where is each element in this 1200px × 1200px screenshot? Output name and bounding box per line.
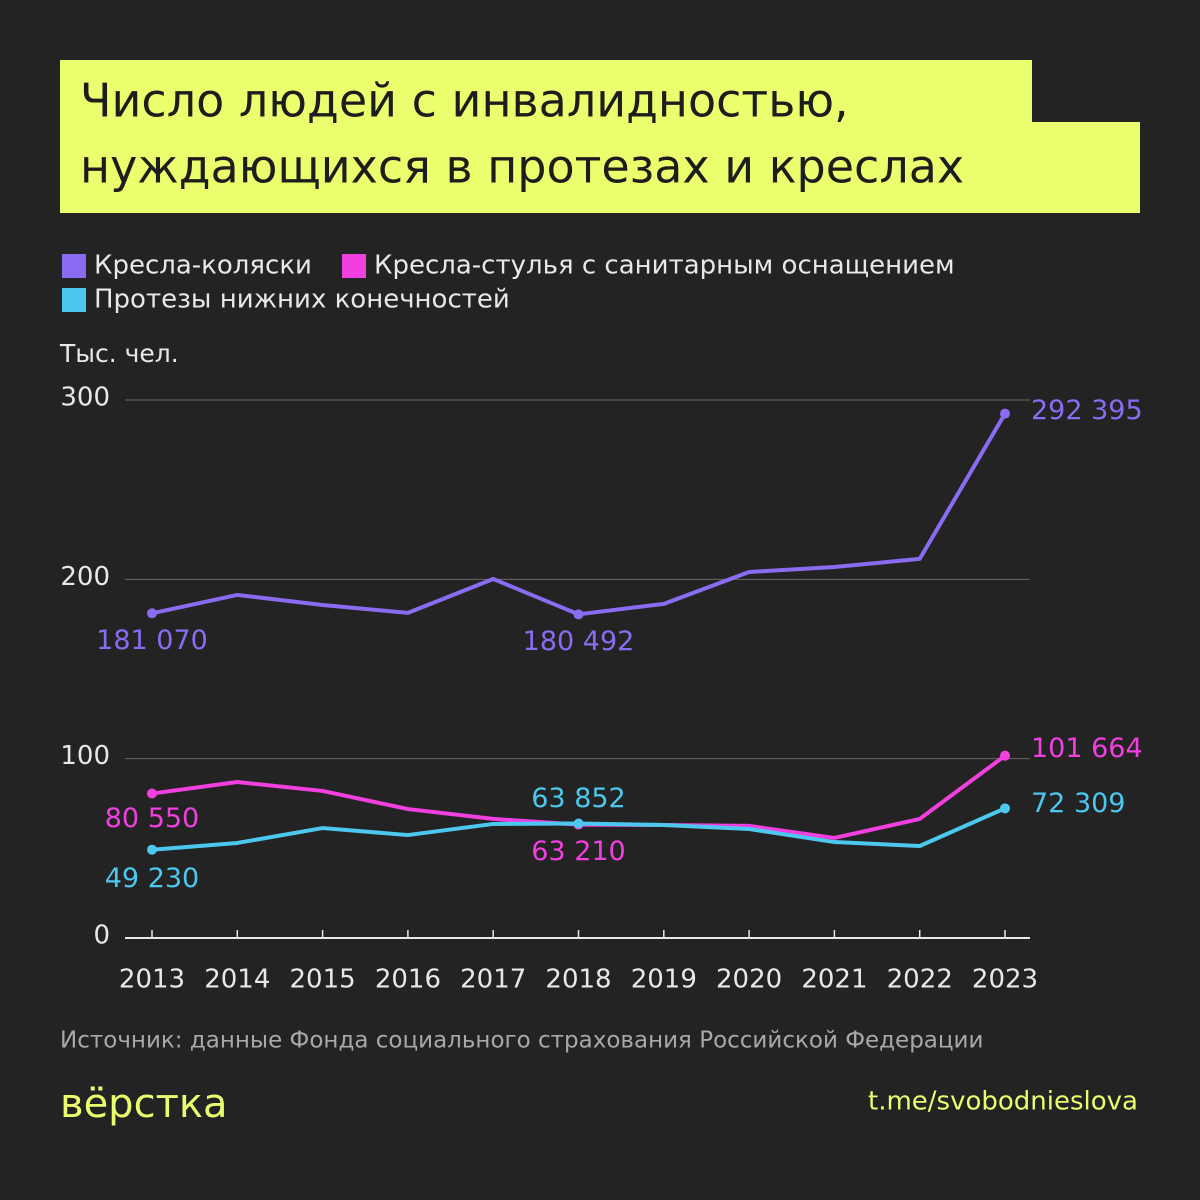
x-tick-label: 2013 (119, 965, 185, 995)
legend-swatch (62, 254, 86, 278)
x-tick-label: 2018 (545, 965, 611, 995)
value-label: 101 664 (1031, 733, 1143, 764)
legend-swatch (342, 254, 366, 278)
chart-title: нуждающихся в протезах и креслах (80, 140, 964, 194)
title-box (60, 60, 1140, 213)
y-tick-label: 300 (60, 383, 110, 413)
value-label: 72 309 (1031, 788, 1125, 819)
x-tick-label: 2014 (204, 965, 270, 995)
value-label: 181 070 (96, 625, 208, 656)
x-tick-label: 2022 (887, 965, 953, 995)
point (147, 608, 157, 619)
x-tick-label: 2019 (631, 965, 697, 995)
link[interactable]: t.me/svobodnieslova (868, 1087, 1138, 1117)
point (1000, 750, 1010, 761)
x-tick-label: 2015 (290, 965, 356, 995)
y-axis-label: Тыс. чел. (59, 339, 179, 368)
x-tick-label: 2016 (375, 965, 441, 995)
value-label: 63 852 (531, 783, 625, 814)
value-label: 292 395 (1031, 395, 1143, 426)
point (1000, 803, 1010, 814)
point (147, 844, 157, 855)
y-tick-label: 100 (60, 741, 110, 771)
value-label: 49 230 (105, 863, 199, 894)
x-tick-label: 2017 (460, 965, 526, 995)
source: Источник: данные Фонда социального страх… (60, 1028, 983, 1054)
legend-label: Кресла-коляски (94, 251, 312, 281)
point (1000, 408, 1010, 419)
chart-title: Число людей с инвалидностью, (80, 74, 849, 128)
point (573, 609, 584, 620)
x-tick-label: 2023 (972, 965, 1038, 995)
brand: вёрстка (60, 1081, 228, 1127)
value-label: 80 550 (105, 803, 199, 834)
legend-label: Кресла-стулья с санитарным оснащением (374, 251, 955, 281)
point (147, 788, 157, 799)
value-label: 180 492 (523, 626, 635, 657)
y-tick-label: 200 (60, 562, 110, 592)
y-tick-label: 0 (93, 921, 110, 951)
legend-label: Протезы нижних конечностей (94, 285, 510, 315)
x-tick-label: 2021 (801, 965, 867, 995)
value-label: 63 210 (531, 836, 625, 867)
x-tick-label: 2020 (716, 965, 782, 995)
legend-swatch (62, 288, 86, 312)
point (573, 818, 584, 829)
